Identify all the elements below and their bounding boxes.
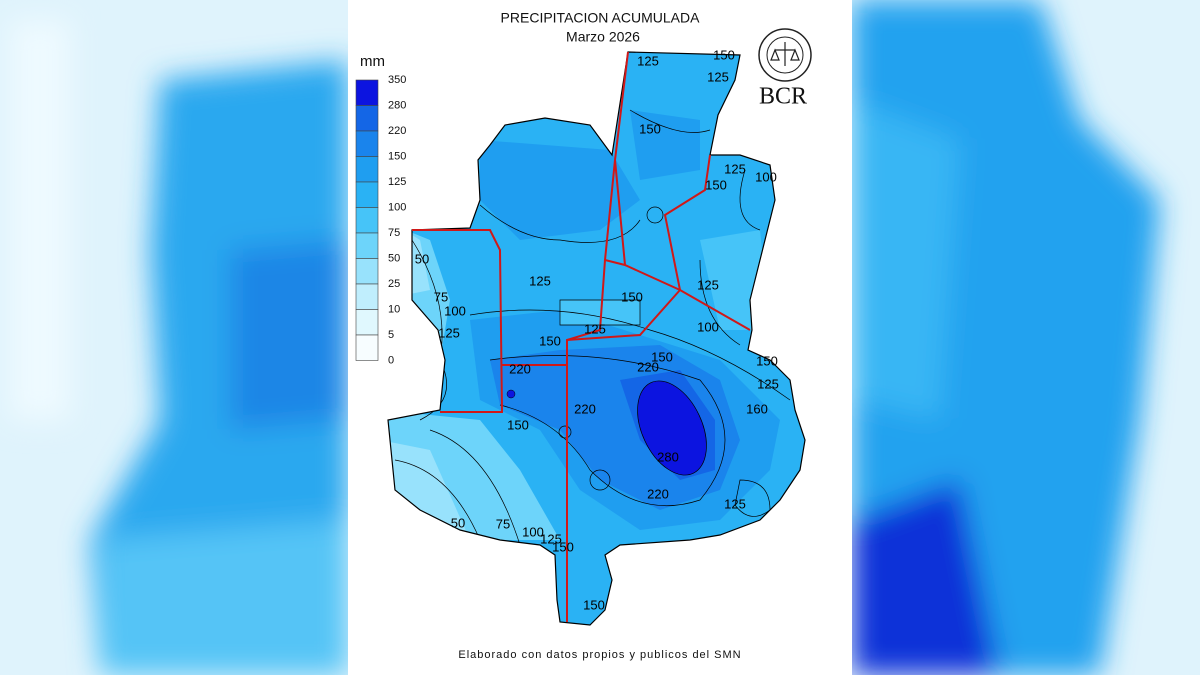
contour-label: 125 [529,273,551,288]
legend-swatch [355,156,379,183]
contour-label: 125 [438,325,460,340]
legend-label: 150 [388,150,406,162]
legend-swatch [355,232,379,259]
legend-swatch [355,258,379,285]
contour-label: 220 [509,361,531,376]
contour-label: 100 [755,169,777,184]
contour-label: 150 [756,353,778,368]
contour-label: 75 [434,289,448,304]
legend-label: 350 [388,74,406,86]
legend-label: 5 [388,329,394,341]
legend-label: 50 [388,252,400,264]
contour-label: 125 [757,376,779,391]
legend-swatch [355,207,379,234]
logo-text: BCR [759,84,807,110]
contour-label: 125 [697,277,719,292]
contour-label: 125 [540,531,562,546]
legend-swatch [355,309,379,336]
legend-label: 0 [388,354,394,366]
logo: BCR [758,28,812,110]
legend-swatch [355,334,379,361]
contour-label: 150 [713,47,735,62]
contour-label: 50 [451,515,465,530]
contour-label: 125 [724,496,746,511]
contour-label: 160 [746,401,768,416]
contour-labels: 125 1501251501501251001251501251251501001… [415,47,779,612]
contour-label: 100 [444,303,466,318]
contour-label: 150 [621,289,643,304]
legend-swatch [355,79,379,106]
footer-note: Elaborado con datos propios y publicos d… [458,649,741,661]
legend-label: 10 [388,303,400,315]
contour-label: 50 [415,251,429,266]
contour-label: 220 [637,359,659,374]
contour-label: 150 [705,177,727,192]
contour-label: 150 [639,121,661,136]
blurred-background-right [852,0,1200,675]
legend-label: 100 [388,201,406,213]
contour-label: 125 [707,69,729,84]
legend-label: 125 [388,176,406,188]
contour-label: 150 [539,333,561,348]
contour-label: 125 [584,321,606,336]
map-title: PRECIPITACION ACUMULADA [501,10,701,26]
contour-label: 150 [583,597,605,612]
contour-label: 220 [647,486,669,501]
legend-label: 280 [388,99,406,111]
contour-label: 75 [496,516,510,531]
contour-label: 280 [657,449,679,464]
legend-swatch [355,130,379,157]
legend-label: 25 [388,278,400,290]
legend-unit: mm [360,53,385,70]
contour-label: 150 [507,417,529,432]
legend-label: 220 [388,125,406,137]
legend-label: 75 [388,227,400,239]
contour-label: 100 [522,524,544,539]
legend-swatch [355,283,379,310]
map-subtitle: Marzo 2026 [566,29,640,45]
contour-label: 150 [552,539,574,554]
contour-label: 220 [574,401,596,416]
contour-label: 125 [724,161,746,176]
contour-label: 150 [651,349,673,364]
legend-swatch [355,105,379,132]
contour-label: 125 [637,53,659,68]
legend-swatch [355,181,379,208]
blurred-background-left [0,0,348,675]
contour-label: 100 [697,319,719,334]
